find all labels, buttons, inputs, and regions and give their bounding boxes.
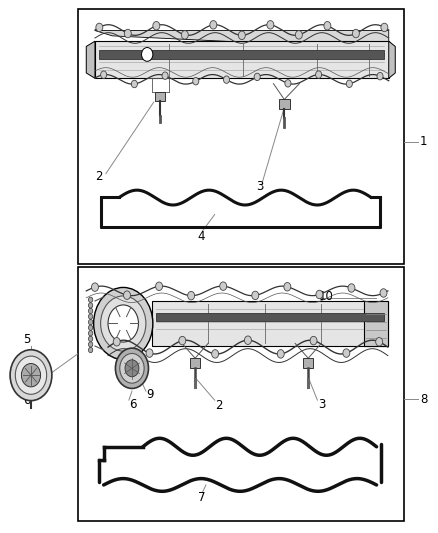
- Text: 8: 8: [420, 393, 427, 406]
- Circle shape: [155, 282, 162, 290]
- Circle shape: [343, 349, 350, 357]
- Text: 9: 9: [146, 389, 153, 401]
- Circle shape: [101, 71, 107, 78]
- Text: 6: 6: [129, 398, 136, 411]
- Circle shape: [348, 284, 355, 292]
- Circle shape: [88, 348, 93, 353]
- Text: 6: 6: [23, 393, 30, 407]
- Circle shape: [193, 77, 199, 85]
- Circle shape: [124, 291, 131, 300]
- Polygon shape: [389, 41, 395, 78]
- Bar: [152, 301, 388, 346]
- Bar: [99, 50, 385, 59]
- Circle shape: [212, 350, 219, 358]
- Polygon shape: [86, 41, 95, 78]
- Text: 3: 3: [256, 181, 263, 193]
- Circle shape: [220, 282, 227, 290]
- Bar: [279, 100, 290, 109]
- Circle shape: [295, 30, 302, 39]
- Circle shape: [179, 336, 186, 345]
- Circle shape: [267, 21, 274, 29]
- Circle shape: [153, 21, 160, 30]
- Text: 2: 2: [215, 399, 223, 412]
- Circle shape: [96, 23, 103, 31]
- Circle shape: [146, 349, 153, 357]
- Circle shape: [376, 337, 383, 346]
- Circle shape: [94, 287, 153, 360]
- Circle shape: [380, 289, 387, 297]
- Circle shape: [316, 290, 323, 298]
- Circle shape: [315, 71, 321, 78]
- Text: 7: 7: [198, 491, 205, 504]
- Circle shape: [244, 336, 251, 344]
- Circle shape: [210, 21, 217, 29]
- Bar: [364, 301, 388, 346]
- Circle shape: [101, 296, 146, 351]
- Circle shape: [116, 348, 148, 389]
- Circle shape: [88, 336, 93, 342]
- Circle shape: [88, 308, 93, 313]
- Bar: [190, 358, 200, 368]
- Circle shape: [284, 282, 291, 291]
- Circle shape: [88, 342, 93, 347]
- Circle shape: [285, 79, 291, 87]
- Circle shape: [162, 72, 168, 79]
- Bar: [156, 313, 384, 321]
- Circle shape: [353, 29, 359, 38]
- Circle shape: [238, 31, 245, 39]
- Circle shape: [131, 80, 138, 88]
- Circle shape: [88, 330, 93, 336]
- Circle shape: [88, 325, 93, 330]
- Circle shape: [92, 283, 99, 292]
- Circle shape: [346, 80, 353, 87]
- Text: 10: 10: [318, 290, 333, 303]
- Circle shape: [254, 73, 260, 80]
- Text: 3: 3: [318, 398, 325, 411]
- Circle shape: [277, 350, 284, 358]
- Circle shape: [113, 337, 120, 346]
- Bar: [95, 41, 389, 78]
- Circle shape: [223, 76, 230, 83]
- Circle shape: [88, 303, 93, 308]
- Circle shape: [187, 292, 194, 300]
- Circle shape: [21, 364, 41, 387]
- Circle shape: [377, 72, 383, 80]
- Circle shape: [10, 350, 52, 401]
- Circle shape: [88, 297, 93, 302]
- Bar: [303, 358, 314, 368]
- Circle shape: [108, 305, 138, 342]
- Circle shape: [88, 319, 93, 325]
- Circle shape: [125, 360, 139, 377]
- Polygon shape: [95, 30, 389, 49]
- Circle shape: [381, 23, 388, 31]
- Circle shape: [181, 30, 188, 39]
- Circle shape: [141, 47, 153, 61]
- Circle shape: [88, 314, 93, 319]
- Circle shape: [310, 336, 317, 345]
- Bar: [155, 92, 166, 101]
- Circle shape: [15, 356, 47, 394]
- Text: 4: 4: [197, 230, 205, 243]
- Circle shape: [120, 353, 144, 383]
- Text: 5: 5: [23, 333, 30, 345]
- Circle shape: [324, 21, 331, 30]
- Circle shape: [124, 29, 131, 38]
- Text: 2: 2: [95, 170, 102, 183]
- Text: 1: 1: [420, 135, 427, 148]
- Circle shape: [252, 291, 259, 300]
